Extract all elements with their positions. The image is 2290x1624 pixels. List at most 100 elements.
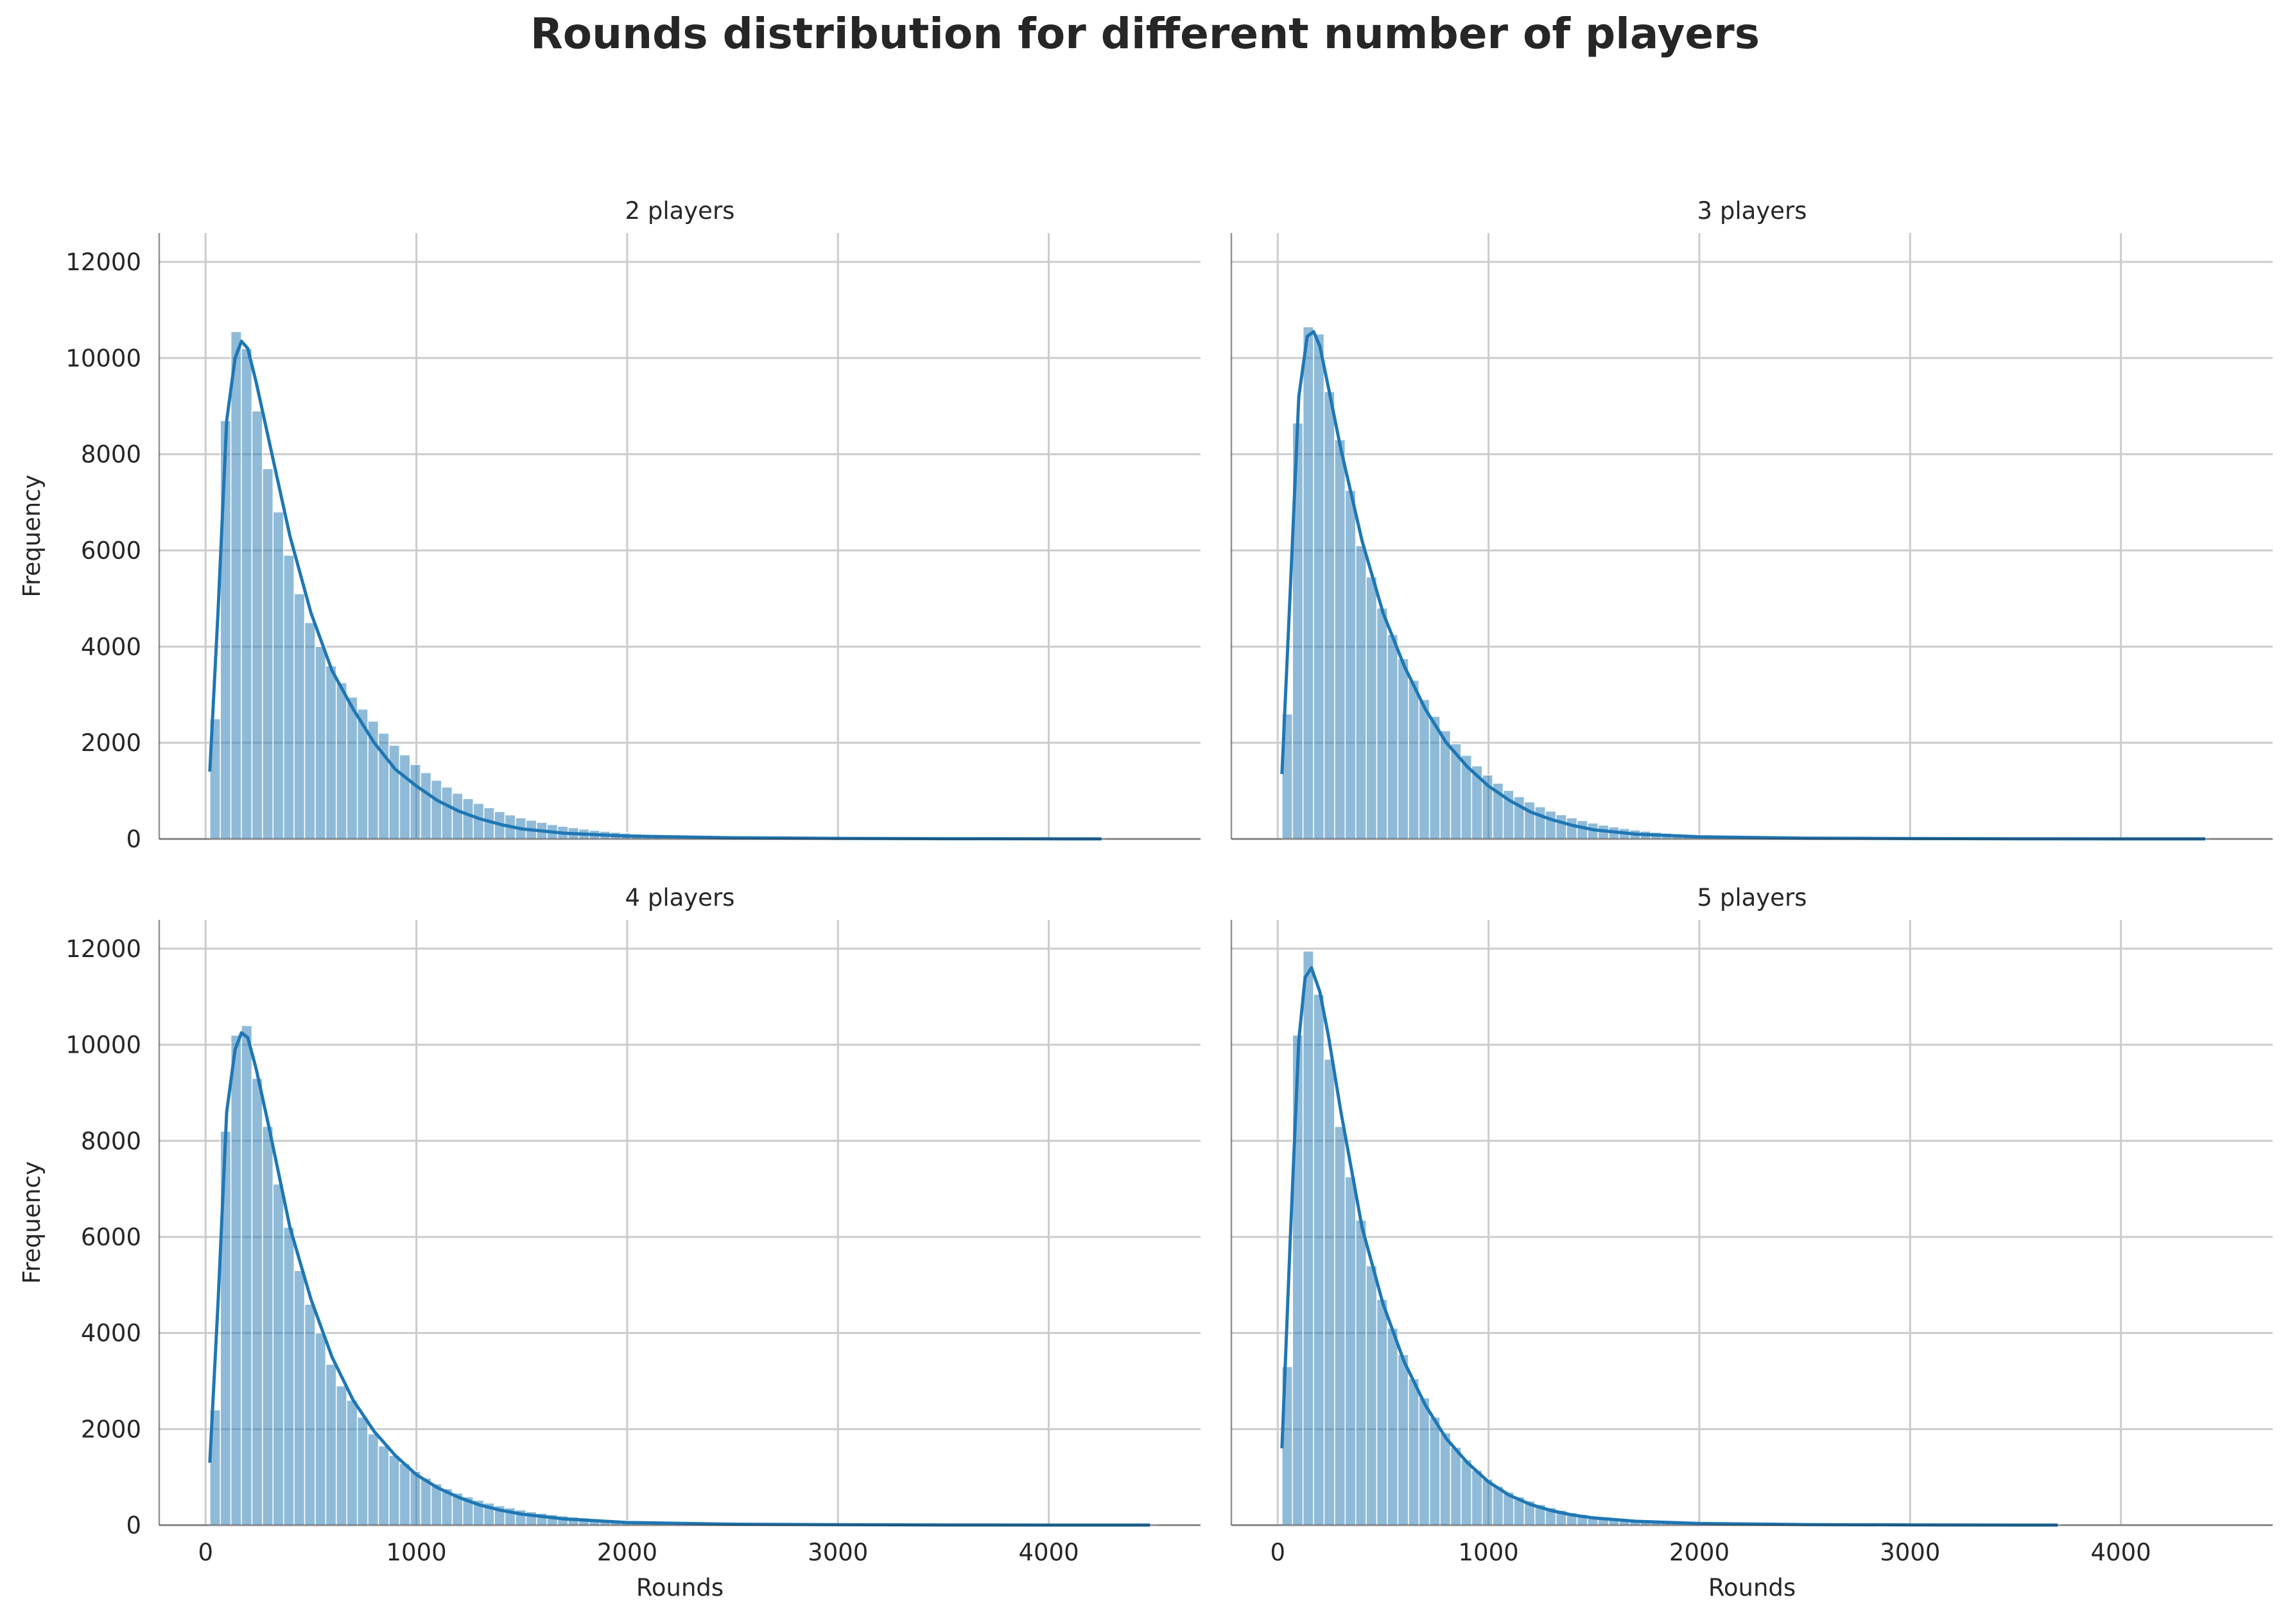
histogram-bar: [1344, 490, 1357, 840]
x-tick-label: 2000: [1669, 1539, 1730, 1566]
histogram-bar: [1302, 950, 1314, 1526]
histogram-bar: [251, 410, 263, 840]
histogram-bar: [304, 1303, 316, 1526]
histogram-bar: [441, 786, 453, 840]
histogram-bar: [1387, 1327, 1399, 1526]
histogram-bar: [1344, 1176, 1357, 1526]
histogram-bar: [462, 798, 474, 840]
y-tick-label: 4000: [81, 633, 141, 661]
panel-title: 2 players: [625, 197, 735, 225]
kde-curve: [1280, 966, 2058, 1527]
histogram-bar: [1408, 680, 1419, 840]
histogram-bar: [1366, 576, 1378, 840]
histogram-bar: [1428, 1416, 1441, 1526]
histogram-bar: [430, 779, 442, 840]
histogram-bar: [1366, 1265, 1378, 1526]
histogram-bar: [1471, 1469, 1483, 1526]
y-tick-label: 2000: [81, 1415, 141, 1443]
histogram-bar: [230, 331, 242, 840]
panel-title: 4 players: [625, 884, 735, 911]
y-tick-label: 2000: [81, 729, 141, 757]
y-axis-label: Frequency: [18, 1161, 46, 1284]
histogram-bar: [1334, 439, 1346, 840]
histogram-bar: [1428, 716, 1441, 840]
histogram-bar: [262, 468, 274, 840]
histogram-bar: [293, 1270, 306, 1526]
histogram-bar: [1376, 607, 1388, 840]
panel-title: 5 players: [1697, 884, 1807, 911]
facet-panel-3: 4 players 0 2000 4000 6000 8000 10000 12000 0 100…: [18, 884, 1201, 1602]
histogram-bar: [282, 555, 295, 840]
histogram-bar: [1418, 698, 1430, 840]
histogram-bar: [1313, 994, 1325, 1526]
histogram-bar: [336, 682, 347, 840]
histogram-bar: [325, 665, 337, 840]
histogram-bar: [1397, 658, 1409, 840]
histogram-bar: [1555, 814, 1567, 840]
histogram-bar: [315, 646, 327, 840]
y-axis-label: Frequency: [18, 474, 46, 597]
histogram-bar: [409, 1471, 421, 1526]
histogram-bar: [272, 1183, 284, 1526]
histogram-bar: [473, 802, 485, 840]
histogram-bar: [282, 1227, 295, 1526]
histogram-bar: [1523, 801, 1536, 840]
histogram-bar: [220, 420, 232, 840]
histogram-bar: [356, 1416, 369, 1526]
y-tick-label: 8000: [81, 441, 141, 469]
y-tick-label: 10000: [65, 345, 141, 372]
y-tick-label: 0: [126, 825, 141, 853]
histogram-bar: [293, 593, 306, 840]
histogram-bar: [241, 348, 253, 840]
y-tick-label: 6000: [81, 1223, 141, 1251]
histogram-bar: [1387, 634, 1399, 840]
x-axis-label: Rounds: [1708, 1574, 1796, 1602]
histogram-bar: [1292, 1034, 1304, 1526]
kde-curve: [1280, 330, 2205, 841]
figure-title: Rounds distribution for different number…: [530, 9, 1760, 58]
histogram-bar: [1397, 1354, 1409, 1526]
histogram-bar: [1355, 545, 1367, 840]
histogram-bar: [1461, 1459, 1473, 1526]
histogram-bar: [1376, 1299, 1388, 1526]
histogram-bar: [1418, 1397, 1430, 1526]
histogram-bar: [1302, 326, 1314, 840]
x-tick-label: 4000: [1019, 1539, 1079, 1566]
panel-title: 3 players: [1697, 197, 1807, 225]
y-tick-label: 10000: [65, 1032, 141, 1059]
histogram-bar: [399, 754, 411, 840]
kde-curve: [208, 1031, 1150, 1527]
y-tick-label: 4000: [81, 1320, 141, 1347]
histogram-bar: [346, 1399, 358, 1526]
histogram-bar: [1450, 1447, 1462, 1526]
histogram-bar: [336, 1385, 347, 1526]
x-tick-label: 4000: [2091, 1539, 2151, 1566]
histogram-bar: [1313, 333, 1325, 840]
histogram-bar: [1545, 810, 1557, 840]
histogram-bar: [272, 511, 284, 840]
kde-curve: [208, 340, 1102, 841]
histogram-bar: [388, 1455, 401, 1526]
histogram-bar: [451, 793, 464, 840]
histogram-bar: [1439, 1432, 1452, 1526]
histogram-bar: [1323, 391, 1335, 840]
y-tick-label: 0: [126, 1512, 141, 1539]
y-tick-label: 12000: [65, 935, 141, 963]
histogram-bar: [346, 696, 358, 840]
histogram-bar: [230, 1034, 242, 1526]
histogram-bar: [377, 1445, 390, 1526]
histogram-bar: [1355, 1220, 1367, 1526]
y-tick-label: 8000: [81, 1127, 141, 1155]
histogram-bar: [315, 1332, 327, 1526]
histogram-bar: [1408, 1378, 1419, 1526]
histogram-bar: [1334, 1126, 1346, 1526]
x-tick-label: 0: [198, 1539, 213, 1566]
histogram-bar: [420, 772, 432, 840]
x-tick-label: 2000: [597, 1539, 657, 1566]
facet-panel-2: 3 players: [1230, 197, 2273, 841]
histogram-bar: [1566, 817, 1578, 840]
histogram-bar: [1323, 1058, 1335, 1526]
x-tick-label: 3000: [1880, 1539, 1940, 1566]
histogram-bar: [399, 1463, 411, 1526]
